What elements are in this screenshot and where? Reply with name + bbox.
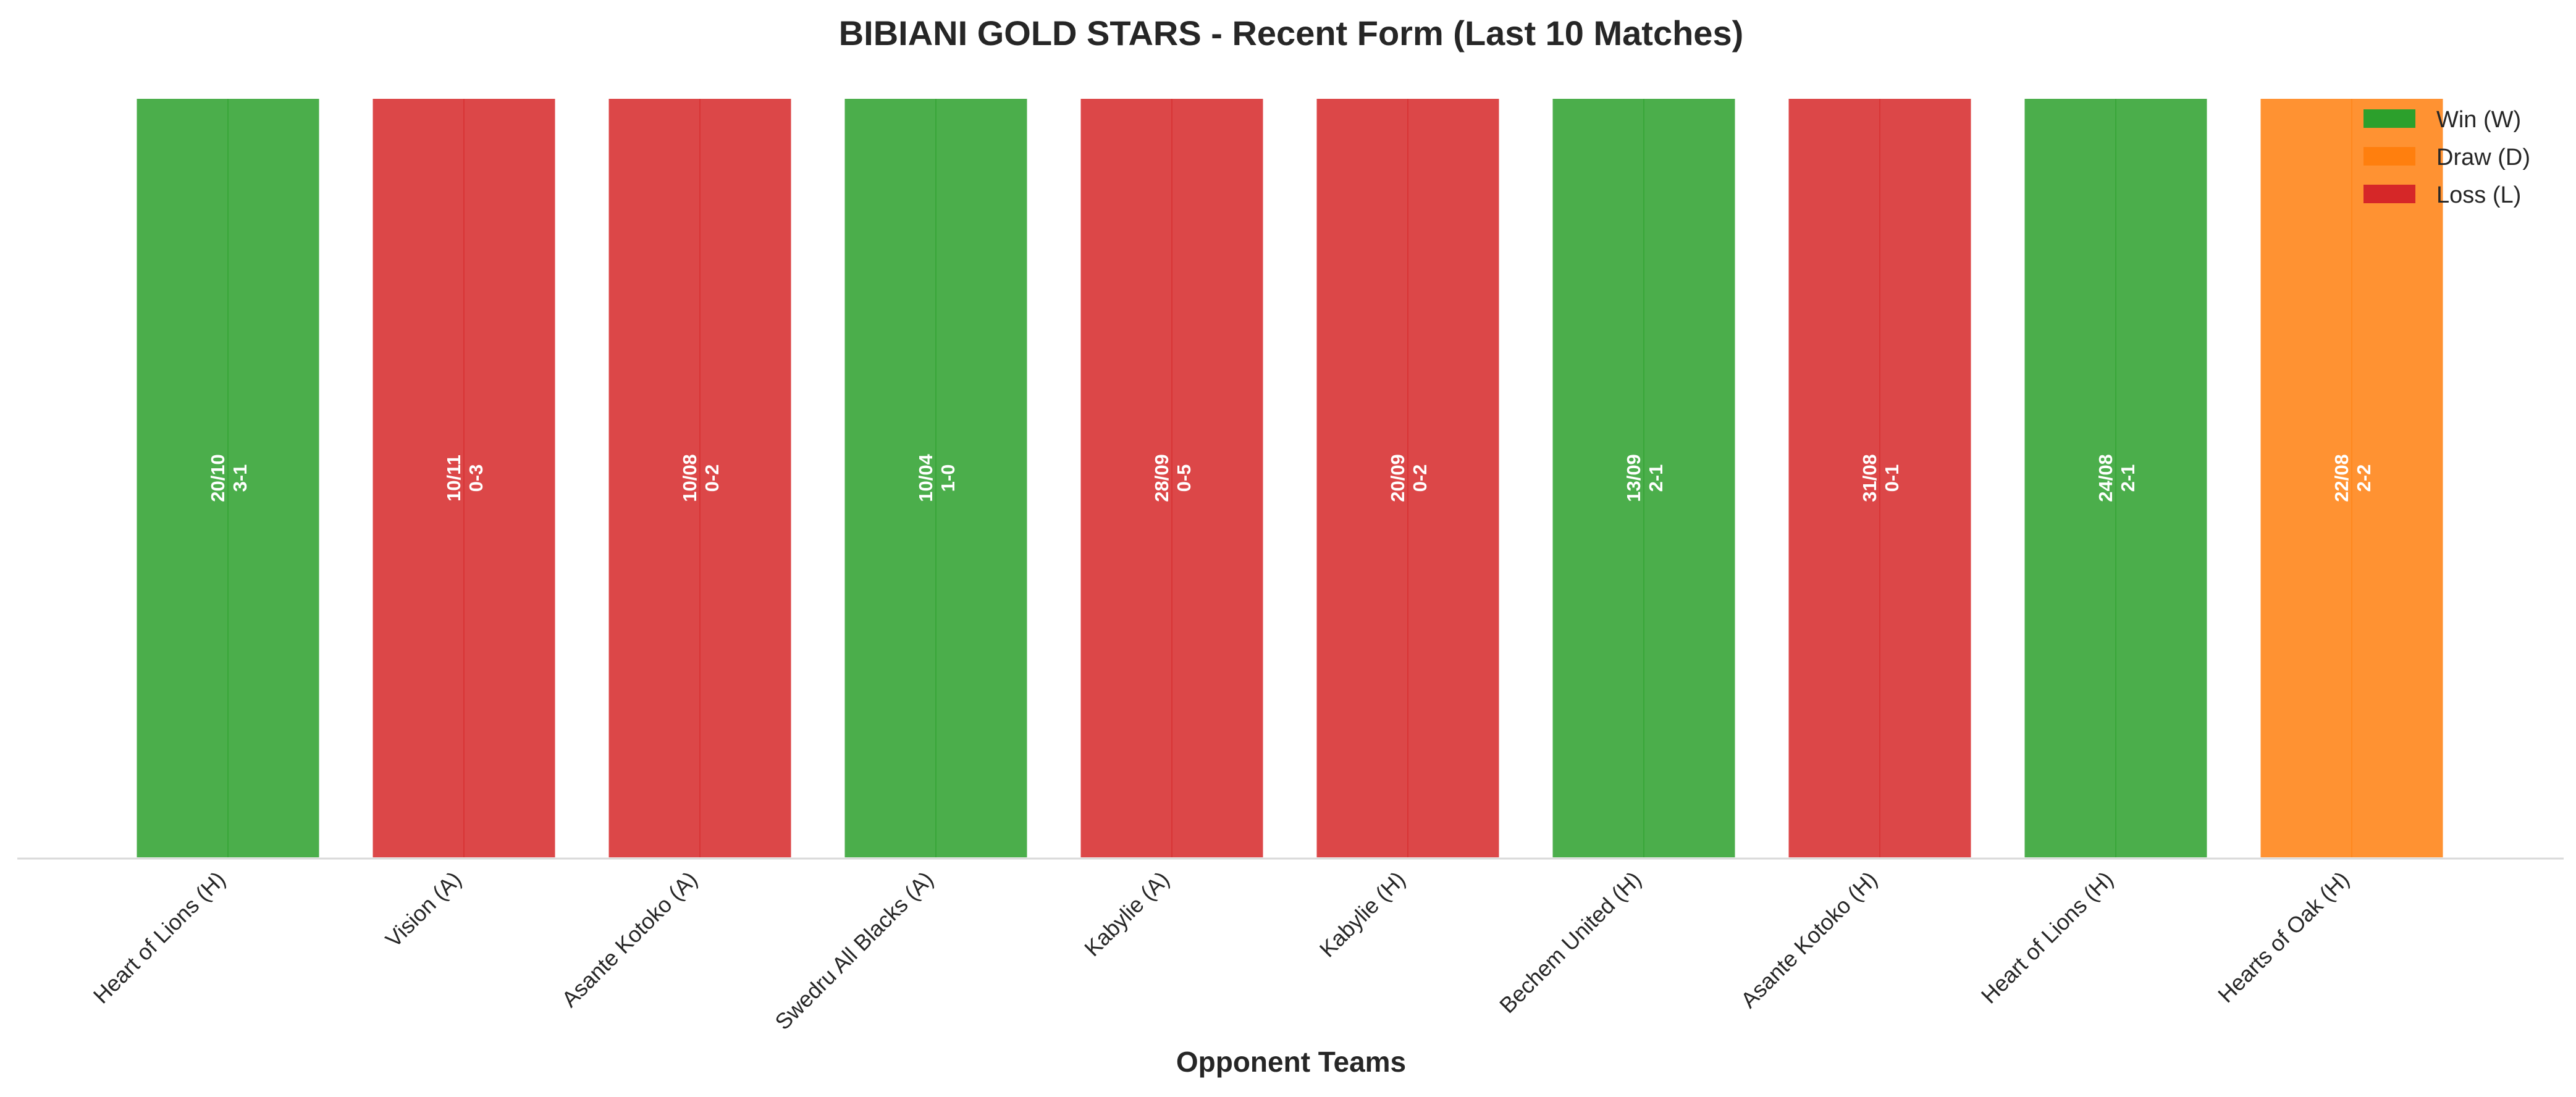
x-tick-label-9: Heart of Lions (H) (1976, 867, 2118, 1009)
bar-score-label: 0-1 (1881, 464, 1903, 492)
bar-score-label: 0-3 (465, 464, 487, 492)
bar-date-label: 28/09 (1151, 454, 1172, 502)
bar-label-9: 24/082-1 (2095, 454, 2139, 502)
bar-label-1: 20/103-1 (207, 454, 251, 502)
legend-label-w: Win (W) (2436, 107, 2521, 133)
bar-label-2: 10/110-3 (443, 455, 487, 502)
x-tick-label-10: Hearts of Oak (H) (2213, 867, 2354, 1007)
legend-swatch-l (2363, 185, 2415, 203)
x-axis-label: Opponent Teams (1176, 1046, 1406, 1078)
bar-label-8: 31/080-1 (1859, 454, 1903, 502)
legend-label-d: Draw (D) (2436, 145, 2530, 170)
legend-swatch-d (2363, 147, 2415, 166)
legend-swatch-w (2363, 109, 2415, 128)
bar-labels-layer: 20/103-1 10/110-3 10/080-2 10/041-0 28/090-5… (207, 453, 2375, 502)
bar-score-label: 2-1 (1645, 464, 1667, 492)
bar-date-label: 22/08 (2331, 454, 2352, 502)
bar-date-label: 10/04 (915, 453, 937, 502)
bar-score-label: 1-0 (937, 464, 959, 492)
x-tick-labels: Heart of Lions (H) Vision (A) Asante Kotok… (88, 867, 2354, 1035)
bar-date-label: 10/11 (443, 455, 465, 502)
x-tick-label-2: Vision (A) (381, 867, 466, 952)
bar-date-label: 31/08 (1859, 454, 1880, 502)
bar-label-5: 28/090-5 (1151, 454, 1195, 502)
bar-date-label: 13/09 (1623, 454, 1644, 502)
x-tick-label-7: Bechem United (H) (1494, 867, 1646, 1018)
bar-label-10: 22/082-2 (2331, 454, 2375, 502)
bar-label-7: 13/092-1 (1623, 454, 1667, 502)
bar-score-label: 0-2 (701, 464, 723, 492)
bar-date-label: 20/09 (1387, 454, 1408, 502)
legend-label-l: Loss (L) (2436, 182, 2521, 208)
bar-date-label: 10/08 (679, 454, 701, 502)
chart-title: BIBIANI GOLD STARS - Recent Form (Last 1… (839, 14, 1744, 53)
x-tick-label-6: Kabylie (H) (1315, 867, 1410, 962)
x-tick-label-3: Asante Kotoko (A) (557, 867, 702, 1012)
legend: Win (W) Draw (D) Loss (L) (2363, 107, 2530, 208)
x-tick-label-1: Heart of Lions (H) (88, 867, 230, 1009)
bar-score-label: 0-5 (1173, 464, 1195, 492)
bar-label-3: 10/080-2 (679, 454, 723, 502)
bar-label-4: 10/041-0 (915, 453, 959, 502)
bar-label-6: 20/090-2 (1387, 454, 1431, 502)
bar-date-label: 20/10 (207, 454, 229, 502)
bars-layer (134, 96, 2446, 860)
x-tick-label-4: Swedru All Blacks (A) (770, 867, 938, 1035)
bar-score-label: 3-1 (229, 464, 251, 492)
bar-score-label: 2-2 (2353, 464, 2375, 492)
x-tick-label-5: Kabylie (A) (1079, 867, 1174, 961)
bar-date-label: 24/08 (2095, 454, 2116, 502)
x-tick-label-8: Asante Kotoko (H) (1736, 867, 1882, 1013)
bar-score-label: 2-1 (2117, 464, 2139, 492)
bar-score-label: 0-2 (1409, 464, 1431, 492)
